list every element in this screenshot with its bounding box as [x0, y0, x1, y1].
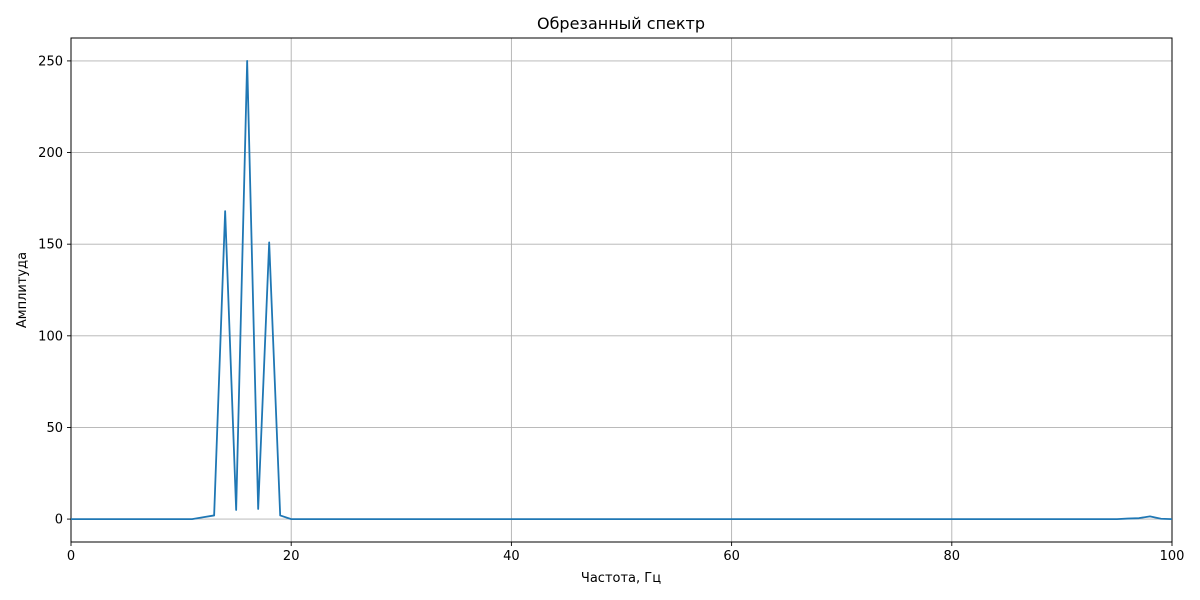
x-tick-label: 40	[503, 549, 520, 564]
y-tick-label: 250	[38, 54, 63, 69]
tick-labels: 0 20 40 60 80 100 0 50 100 150 200 250	[38, 54, 1184, 564]
chart-title: Обрезанный спектр	[537, 14, 705, 33]
series-line-0	[71, 60, 1172, 520]
y-axis-label: Амплитуда	[15, 252, 30, 328]
series-group	[71, 60, 1172, 520]
plot-frame	[70, 37, 1173, 543]
x-tick-label: 100	[1160, 549, 1185, 564]
y-tick-label: 100	[38, 329, 63, 344]
y-tick-label: 200	[38, 146, 63, 161]
y-tick-label: 0	[55, 513, 63, 528]
x-tick-label: 20	[283, 549, 300, 564]
x-tick-label: 0	[67, 549, 75, 564]
x-tick-label: 80	[944, 549, 961, 564]
grid-lines	[70, 38, 1173, 542]
x-tick-label: 60	[723, 549, 740, 564]
x-axis-label: Частота, Гц	[581, 571, 661, 586]
tick-marks	[67, 60, 1173, 546]
y-tick-label: 150	[38, 238, 63, 253]
y-tick-label: 50	[46, 421, 63, 436]
